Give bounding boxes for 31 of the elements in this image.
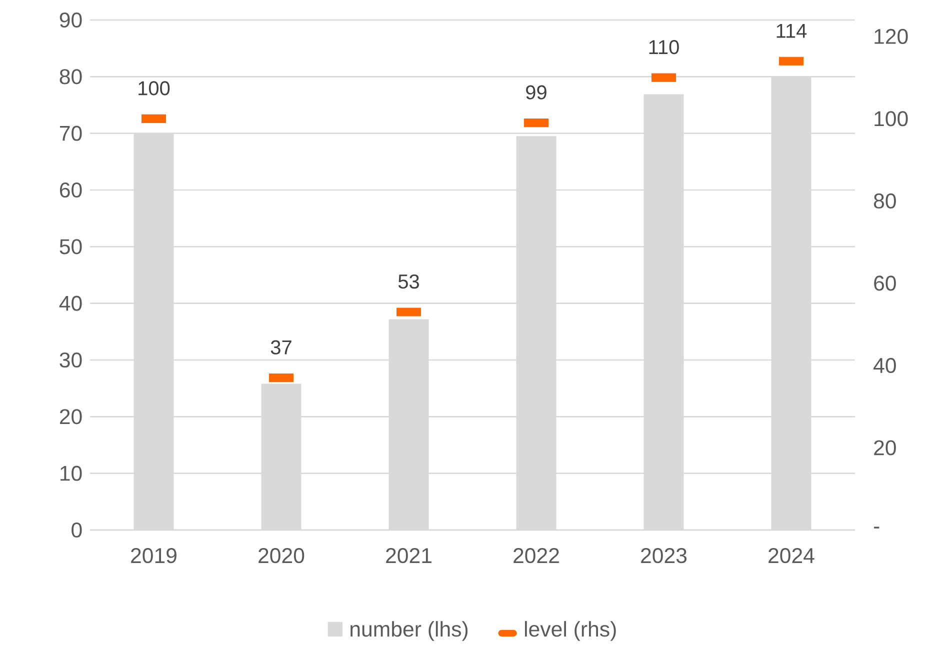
x-tick-label: 2020 [258, 548, 304, 564]
y-tick-label: 40 [59, 296, 82, 311]
x-tick-label: 2021 [386, 548, 432, 564]
data-label: 110 [649, 40, 679, 54]
y2-tick-label: 40 [874, 358, 896, 374]
y-tick-label: 10 [60, 466, 82, 481]
data-label: 53 [398, 274, 419, 289]
y2-tick-label: 80 [874, 193, 896, 209]
data-label: 37 [270, 340, 292, 354]
y-tick-label: 20 [60, 409, 82, 424]
x-tick-label: 2019 [131, 548, 176, 564]
y2-tick-label: 60 [874, 276, 896, 291]
y2-tick-label: 120 [874, 28, 908, 44]
legend-label: level (rhs) [524, 621, 616, 641]
data-label: 100 [138, 81, 170, 96]
y-tick-label: 60 [60, 182, 82, 198]
x-tick-label: 2024 [768, 548, 814, 564]
y-tick-label: 50 [60, 239, 82, 254]
y-tick-label: 70 [60, 126, 82, 141]
x-tick-label: 2022 [514, 548, 559, 564]
x-tick-label: 2023 [641, 548, 687, 564]
legend-label: number (lhs) [350, 621, 468, 641]
y2-tick-label: - [874, 526, 880, 528]
y2-tick-label: 20 [874, 440, 896, 456]
y2-tick-label: 100 [874, 111, 908, 126]
y-tick-label: 80 [60, 69, 82, 84]
data-label: 114 [776, 24, 807, 38]
y-tick-label: 0 [72, 522, 82, 538]
y-tick-label: 90 [60, 12, 82, 28]
data-label: 99 [526, 85, 546, 100]
y-tick-label: 30 [60, 352, 82, 368]
